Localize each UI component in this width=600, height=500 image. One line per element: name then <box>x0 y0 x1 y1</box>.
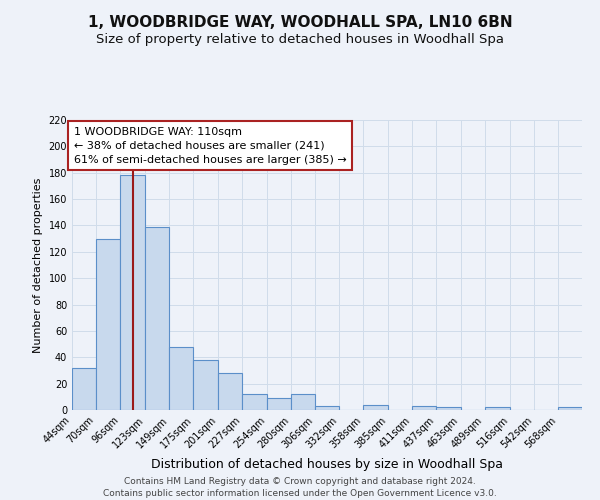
X-axis label: Distribution of detached houses by size in Woodhall Spa: Distribution of detached houses by size … <box>151 458 503 471</box>
Bar <box>412 406 436 410</box>
Bar <box>436 408 461 410</box>
Bar <box>242 394 267 410</box>
Text: 1 WOODBRIDGE WAY: 110sqm
← 38% of detached houses are smaller (241)
61% of semi-: 1 WOODBRIDGE WAY: 110sqm ← 38% of detach… <box>74 126 347 164</box>
Bar <box>558 408 582 410</box>
Bar <box>267 398 291 410</box>
Bar <box>96 238 120 410</box>
Bar <box>72 368 96 410</box>
Bar <box>363 404 388 410</box>
Bar <box>193 360 218 410</box>
Bar <box>120 176 145 410</box>
Text: Contains HM Land Registry data © Crown copyright and database right 2024.: Contains HM Land Registry data © Crown c… <box>124 478 476 486</box>
Text: 1, WOODBRIDGE WAY, WOODHALL SPA, LN10 6BN: 1, WOODBRIDGE WAY, WOODHALL SPA, LN10 6B… <box>88 15 512 30</box>
Bar <box>145 227 169 410</box>
Bar <box>291 394 315 410</box>
Bar <box>315 406 339 410</box>
Y-axis label: Number of detached properties: Number of detached properties <box>33 178 43 352</box>
Bar <box>169 346 193 410</box>
Text: Size of property relative to detached houses in Woodhall Spa: Size of property relative to detached ho… <box>96 32 504 46</box>
Bar <box>218 373 242 410</box>
Text: Contains public sector information licensed under the Open Government Licence v3: Contains public sector information licen… <box>103 489 497 498</box>
Bar <box>485 408 509 410</box>
